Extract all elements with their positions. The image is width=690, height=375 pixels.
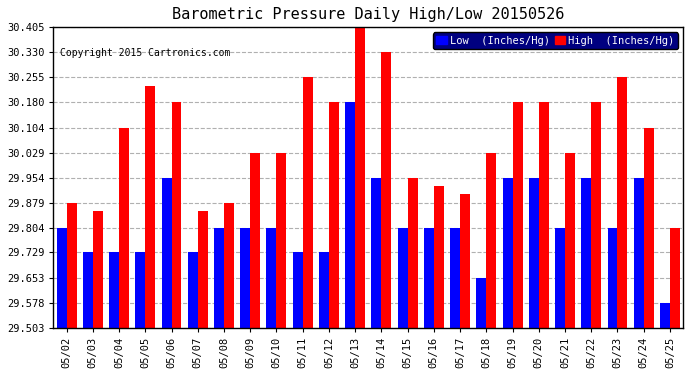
Bar	[382, 52, 391, 328]
Bar	[618, 77, 627, 328]
Bar	[539, 102, 549, 328]
Bar	[109, 252, 119, 328]
Bar	[329, 102, 339, 328]
Text: Copyright 2015 Cartronics.com: Copyright 2015 Cartronics.com	[60, 48, 230, 58]
Bar	[529, 177, 539, 328]
Bar	[660, 303, 670, 328]
Bar	[224, 202, 234, 328]
Bar	[581, 177, 591, 328]
Bar	[345, 102, 355, 328]
Bar	[250, 153, 260, 328]
Bar	[555, 228, 565, 328]
Bar	[214, 228, 224, 328]
Bar	[293, 252, 303, 328]
Bar	[188, 252, 198, 328]
Bar	[434, 186, 444, 328]
Bar	[644, 128, 653, 328]
Bar	[502, 177, 513, 328]
Bar	[93, 211, 103, 328]
Bar	[83, 252, 93, 328]
Bar	[450, 228, 460, 328]
Bar	[607, 228, 618, 328]
Bar	[57, 228, 67, 328]
Bar	[633, 177, 644, 328]
Bar	[67, 202, 77, 328]
Bar	[355, 27, 365, 328]
Bar	[408, 177, 417, 328]
Bar	[513, 102, 522, 328]
Bar	[161, 177, 172, 328]
Bar	[460, 194, 470, 328]
Bar	[591, 102, 601, 328]
Bar	[119, 128, 129, 328]
Bar	[277, 153, 286, 328]
Legend: Low  (Inches/Hg), High  (Inches/Hg): Low (Inches/Hg), High (Inches/Hg)	[433, 33, 678, 49]
Title: Barometric Pressure Daily High/Low 20150526: Barometric Pressure Daily High/Low 20150…	[172, 7, 564, 22]
Bar	[670, 228, 680, 328]
Bar	[146, 86, 155, 328]
Bar	[266, 228, 277, 328]
Bar	[319, 252, 329, 328]
Bar	[371, 177, 382, 328]
Bar	[240, 228, 250, 328]
Bar	[476, 278, 486, 328]
Bar	[303, 77, 313, 328]
Bar	[486, 153, 496, 328]
Bar	[135, 252, 146, 328]
Bar	[424, 228, 434, 328]
Bar	[198, 211, 208, 328]
Bar	[172, 102, 181, 328]
Bar	[397, 228, 408, 328]
Bar	[565, 153, 575, 328]
